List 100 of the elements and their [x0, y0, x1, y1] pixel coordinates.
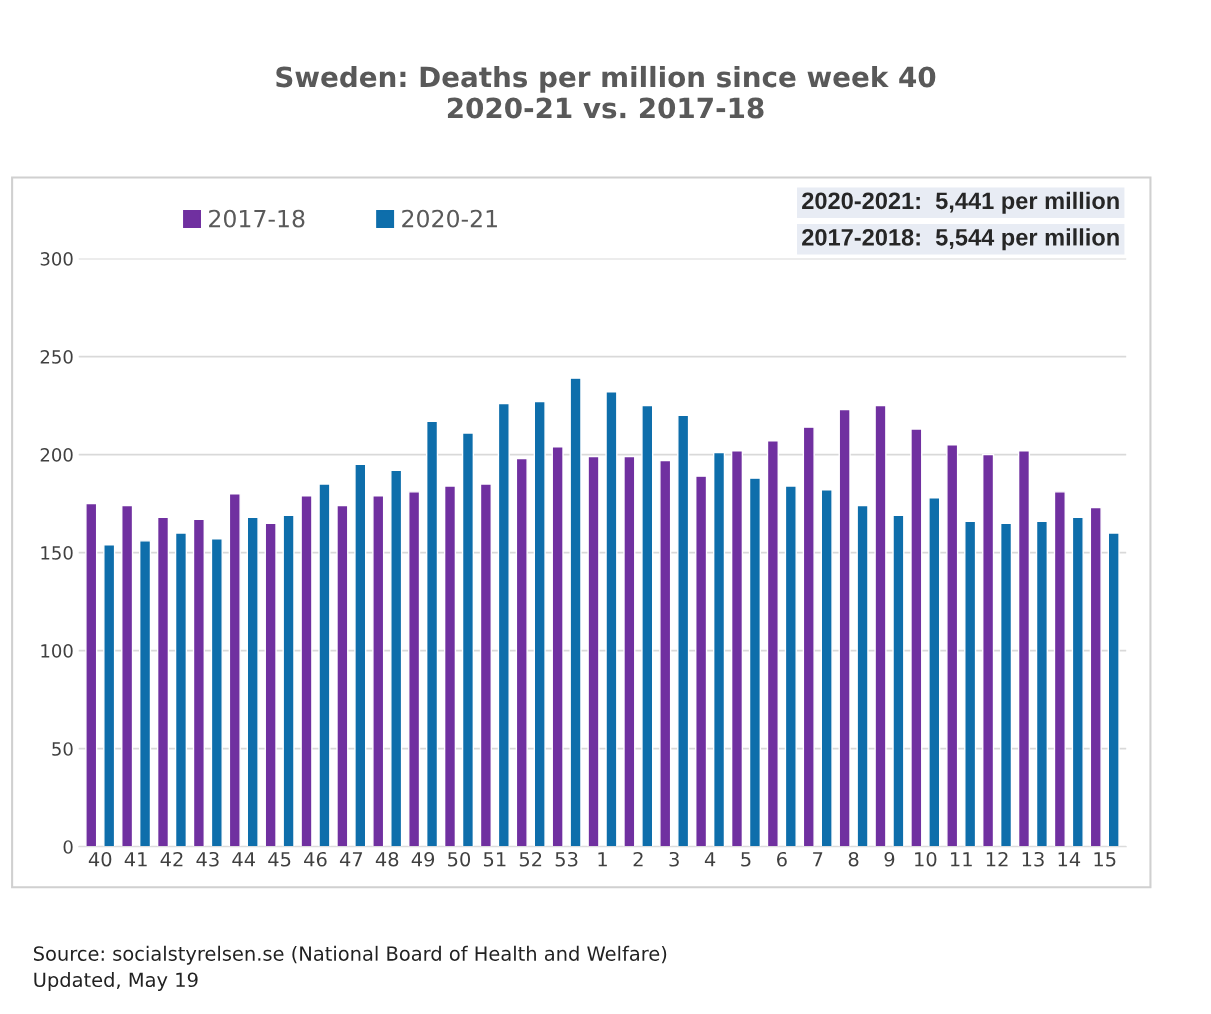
bar — [820, 489, 833, 847]
bar — [515, 457, 528, 847]
x-tick-label: 11 — [950, 852, 972, 867]
x-tick-label: 2 — [633, 851, 643, 867]
y-tick-label: 200 — [40, 448, 73, 462]
bar — [730, 449, 744, 847]
x-tick-label: 52 — [519, 851, 542, 867]
x-tick-label: 46 — [304, 851, 327, 867]
bar — [443, 485, 457, 847]
y-tick-label: 100 — [41, 644, 73, 658]
x-tick-label: 14 — [1058, 852, 1081, 867]
bar — [336, 504, 349, 847]
x-tick-label: 43 — [196, 851, 219, 867]
bar — [964, 520, 977, 847]
bar — [784, 485, 797, 847]
source-note: Source: socialstyrelsen.se (National Board of Health and Welfare) Updated, May 19 — [33, 945, 667, 991]
y-tick-label: 0 — [63, 840, 73, 854]
bar — [605, 391, 618, 847]
bar — [408, 491, 421, 847]
x-tick-label: 40 — [88, 851, 112, 867]
bar — [390, 469, 403, 847]
bar — [766, 440, 779, 847]
bar — [641, 404, 654, 847]
x-tick-label: 50 — [448, 851, 471, 867]
x-tick-label: 8 — [848, 851, 859, 867]
bar — [928, 497, 941, 847]
bar — [1107, 532, 1120, 847]
bar — [156, 516, 170, 847]
bar — [874, 404, 887, 847]
x-tick-label: 6 — [777, 851, 787, 867]
bar — [1089, 506, 1102, 847]
x-tick-label: 4 — [704, 852, 716, 867]
bar — [497, 402, 510, 847]
y-tick-label: 300 — [40, 252, 73, 266]
bar — [264, 522, 277, 847]
legend-label: 2020-21 — [402, 209, 497, 228]
bar — [210, 538, 223, 847]
x-tick-label: 53 — [555, 851, 578, 867]
bar — [569, 377, 582, 847]
x-tick-label: 7 — [813, 852, 823, 867]
bar — [246, 516, 259, 847]
bar — [677, 414, 690, 847]
bar — [623, 455, 636, 847]
bar — [712, 451, 726, 847]
bar — [659, 459, 672, 847]
x-tick-label: 42 — [160, 851, 183, 867]
x-tick-label: 47 — [339, 852, 363, 867]
bar — [461, 432, 475, 847]
x-tick-label: 10 — [915, 851, 937, 867]
y-tick-label: 150 — [41, 546, 73, 560]
bar — [85, 502, 98, 847]
x-tick-label: 9 — [884, 851, 895, 867]
bar — [139, 540, 152, 847]
bar — [551, 446, 564, 847]
x-tick-label: 5 — [741, 852, 751, 867]
bar — [856, 504, 869, 847]
y-tick-label: 50 — [52, 742, 73, 756]
bar — [425, 420, 439, 847]
x-tick-label: 41 — [124, 852, 147, 867]
x-tick-label: 44 — [232, 852, 256, 867]
x-tick-label: 3 — [669, 851, 679, 867]
bar — [479, 483, 492, 847]
bar — [192, 518, 205, 847]
y-tick-label: 250 — [40, 350, 73, 364]
x-tick-label: 51 — [483, 852, 506, 867]
text: 2020-2021: 5,441 per million — [802, 191, 1119, 214]
x-tick-label: 12 — [986, 851, 1008, 867]
bar — [372, 495, 385, 847]
bar — [1035, 520, 1049, 847]
bar — [1071, 516, 1084, 847]
bar — [174, 532, 188, 847]
x-tick-label: 1 — [598, 852, 607, 867]
bar — [910, 428, 923, 847]
bar — [999, 522, 1013, 847]
legend-label: 2017-18 — [209, 209, 305, 228]
bar — [300, 495, 313, 847]
bar — [121, 504, 134, 847]
x-tick-label: 49 — [411, 851, 435, 867]
bar — [282, 514, 295, 847]
x-tick-label: 45 — [268, 852, 291, 867]
bar — [748, 477, 762, 847]
bar — [1017, 449, 1031, 847]
bar — [533, 400, 546, 847]
x-tick-label: 15 — [1094, 852, 1116, 867]
bar — [354, 463, 367, 847]
bar — [838, 408, 851, 847]
chart-title: Sweden: Deaths per million since week 40 2020-21 vs. 2017-18 — [276, 65, 936, 119]
x-tick-label: 48 — [375, 851, 399, 867]
bar — [103, 544, 116, 847]
bar — [318, 483, 331, 847]
bar — [802, 426, 815, 847]
x-tick-label: 13 — [1022, 851, 1044, 867]
bar — [695, 475, 708, 847]
bar — [946, 444, 959, 847]
bar — [982, 453, 995, 847]
bar — [587, 455, 600, 847]
bar — [228, 493, 241, 847]
text: 2017-2018: 5,544 per million — [802, 228, 1119, 251]
bar — [1053, 491, 1066, 847]
bar — [892, 514, 905, 847]
